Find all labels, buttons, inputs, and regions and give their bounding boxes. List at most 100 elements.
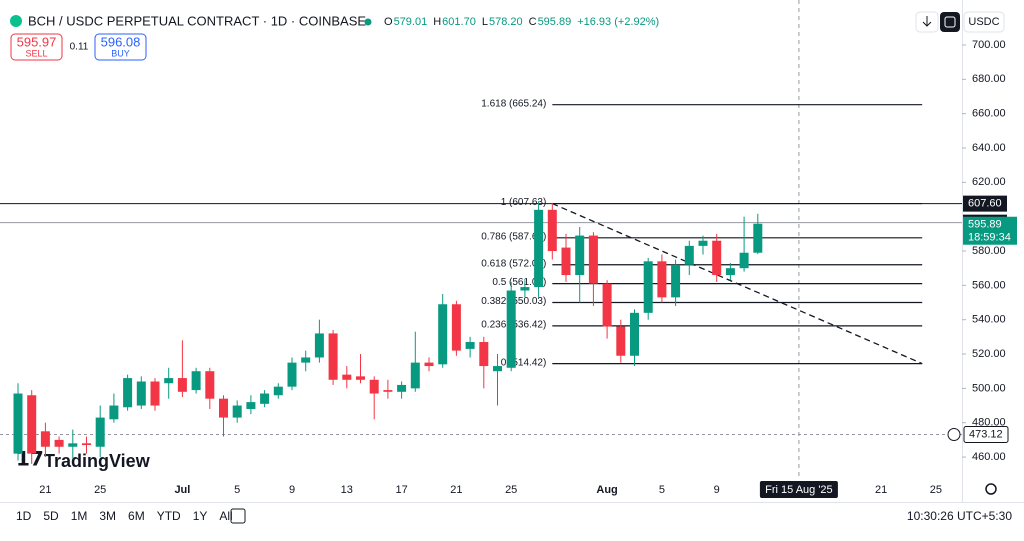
candle-body [123, 378, 133, 408]
candle-body [109, 405, 119, 420]
ohlc-value: 579.01 [394, 16, 428, 28]
candle-body [383, 390, 393, 392]
mode-icon [944, 16, 956, 28]
y-tick-label: 680.00 [972, 73, 1006, 85]
candle-body [698, 240, 708, 246]
fib-label: 0.5 (561.03) [492, 277, 546, 288]
candle-body [479, 342, 489, 367]
download-icon [922, 16, 932, 27]
y-tick-label: 620.00 [972, 176, 1006, 188]
y-tick-label: 520.00 [972, 348, 1006, 360]
candle-body [643, 261, 653, 313]
alert-label: 473.12 [969, 428, 1003, 440]
candle-body [369, 379, 379, 394]
candle-body [424, 362, 434, 367]
candle-body [260, 393, 270, 404]
price-label: 607.60 [968, 198, 1002, 210]
fib-label: 1 (607.63) [501, 197, 547, 208]
candle-body [150, 381, 160, 406]
candle-body [219, 398, 228, 418]
range-button[interactable]: 5D [43, 509, 59, 523]
ohlc-key: O [384, 16, 393, 28]
candle-body [561, 247, 571, 276]
ohlc-key: C [529, 16, 537, 28]
mode-button[interactable] [940, 12, 960, 32]
fib-label: 0.618 (572.02) [481, 258, 546, 269]
last-price-label: 595.89 [968, 219, 1002, 231]
candle-body [301, 357, 311, 363]
x-tick-label: 25 [505, 484, 517, 496]
candle-body [342, 374, 352, 380]
y-tick-label: 580.00 [972, 245, 1006, 257]
logo-mark: 𝟭𝟳 [16, 448, 44, 470]
buy-button[interactable] [94, 33, 147, 61]
status-dot [364, 18, 372, 26]
candle-body [273, 386, 283, 396]
date-range-icon[interactable] [230, 508, 246, 524]
x-tick-label: Aug [596, 484, 617, 496]
candle-body [547, 209, 557, 252]
candle-body [314, 333, 324, 358]
candle-body [671, 264, 681, 298]
clock: 10:30:26 UTC+5:30 [907, 509, 1012, 523]
candle-body [232, 405, 242, 418]
currency-button[interactable] [963, 11, 1005, 33]
candle-body [13, 393, 23, 454]
sell-price: 595.97 [17, 34, 57, 49]
candle-body [356, 376, 365, 380]
buy-label: BUY [111, 48, 130, 58]
ohlc-key: H [433, 16, 441, 28]
symbol-title: BCH / USDC PERPETUAL CONTRACT · 1D · COI… [28, 13, 366, 28]
sell-button[interactable] [10, 33, 63, 61]
spread: 0.11 [70, 42, 89, 53]
candle-body [588, 235, 598, 284]
candle-body [54, 439, 64, 447]
ohlc-value: 595.89 [538, 16, 572, 28]
x-tick-label: 25 [930, 484, 942, 496]
candle-body [534, 209, 544, 288]
candle-body [506, 290, 516, 368]
y-tick-label: 560.00 [972, 279, 1006, 291]
y-tick-label: 660.00 [972, 108, 1006, 120]
candle-body [328, 333, 338, 380]
range-button[interactable]: 1D [16, 509, 32, 523]
x-tick-label: 21 [875, 484, 887, 496]
x-tick-label: 13 [341, 484, 353, 496]
candle-body [438, 304, 448, 365]
candle-body [164, 378, 174, 384]
alert-icon[interactable] [947, 428, 961, 442]
last-price-bg [963, 216, 1017, 245]
candle-body [575, 235, 585, 276]
currency: USDC [968, 16, 999, 28]
candle-body [451, 304, 461, 351]
candle-body [410, 362, 420, 389]
x-tick-label: 17 [395, 484, 407, 496]
candle-body [397, 384, 407, 392]
range-button[interactable]: 3M [99, 509, 116, 523]
countdown: 18:59:34 [968, 232, 1011, 244]
x-tick-label: 25 [94, 484, 106, 496]
y-tick-label: 540.00 [972, 314, 1006, 326]
crosshair-label-bg [759, 481, 838, 498]
range-button[interactable]: 1M [71, 509, 88, 523]
y-tick-label: 640.00 [972, 142, 1006, 154]
fib-label: 0.786 (587.68) [481, 231, 546, 242]
ohlc-value: 601.70 [442, 16, 476, 28]
range-button[interactable]: All [219, 509, 232, 523]
range-button[interactable]: 1Y [193, 509, 208, 523]
candle-body [40, 431, 50, 447]
y-tick-label: 460.00 [972, 451, 1006, 463]
candle-body [712, 240, 722, 276]
range-button[interactable]: YTD [157, 509, 181, 523]
candle-body [68, 443, 78, 447]
range-button[interactable]: 6M [128, 509, 145, 523]
settings-icon[interactable] [985, 483, 997, 495]
y-tick-label: 500.00 [972, 382, 1006, 394]
candle-body [95, 417, 105, 447]
candle-body [82, 443, 91, 446]
x-tick-label: 21 [450, 484, 462, 496]
candle-body [205, 371, 215, 399]
candle-body [465, 342, 475, 349]
logo: TradingView [44, 451, 151, 471]
